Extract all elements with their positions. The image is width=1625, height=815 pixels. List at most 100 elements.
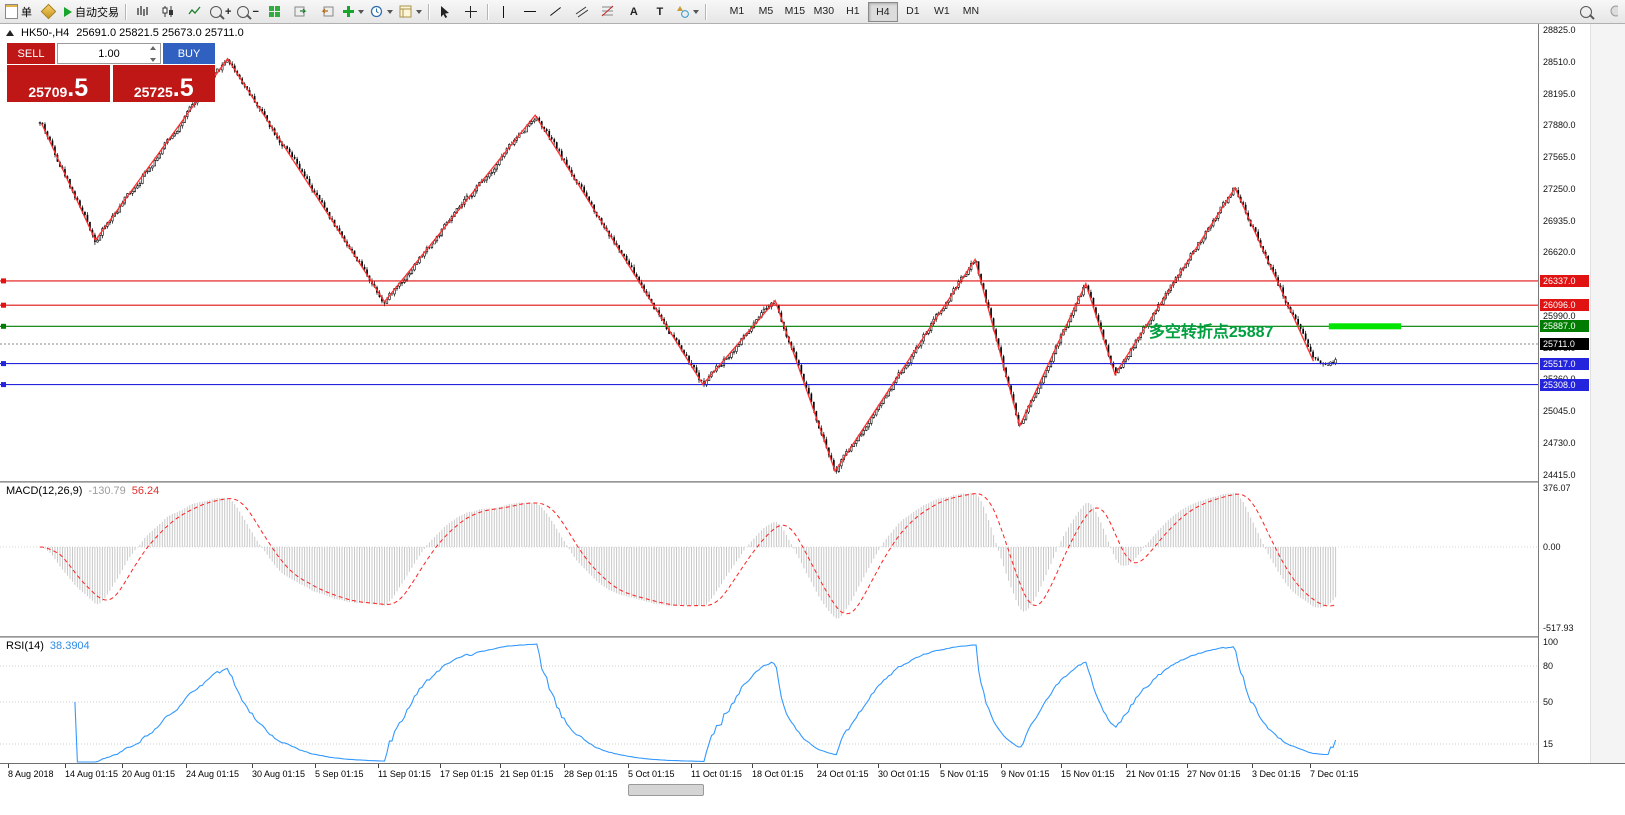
time-axis-label: 27 Nov 01:15: [1187, 769, 1241, 779]
price-chart-canvas[interactable]: 多空转折点25887: [0, 24, 1538, 481]
fibonacci-button[interactable]: [595, 2, 621, 22]
timeframe-mn[interactable]: MN: [962, 4, 980, 17]
shapes-button[interactable]: [673, 2, 702, 22]
toolbar: 单 自动交易 + −: [0, 0, 1625, 24]
time-tick: [252, 764, 253, 768]
line-anchor-handle[interactable]: [1, 302, 6, 308]
line-anchor-handle[interactable]: [1, 361, 6, 367]
vertical-line-button[interactable]: [491, 2, 517, 22]
rsi-canvas[interactable]: [0, 638, 1538, 763]
macd-axis-label: -517.93: [1543, 623, 1574, 633]
horizontal-line-button[interactable]: [517, 2, 543, 22]
templates-button[interactable]: [396, 2, 425, 22]
toolbar-separator: [486, 3, 488, 20]
timeframe-w1[interactable]: W1: [934, 4, 950, 17]
line-anchor-handle[interactable]: [1, 278, 6, 284]
timeframe-m5[interactable]: M5: [758, 4, 774, 17]
price-axis[interactable]: 28825.0 28510.0 28195.0 27880.0 27565.0 27250…: [1538, 24, 1590, 763]
macd-signal-value: 56.24: [131, 485, 160, 497]
timeframe-h1[interactable]: H1: [846, 4, 860, 17]
channel-button[interactable]: [569, 2, 595, 22]
price-chart-pane[interactable]: 多空转折点25887 HK50-,H4 25691.0 25821.5 2567…: [0, 24, 1538, 481]
pane-divider[interactable]: [0, 636, 1625, 638]
chart-shift-button[interactable]: [314, 2, 340, 22]
periods-button[interactable]: [367, 2, 396, 22]
price-line-badge: 25308.0: [1540, 379, 1589, 391]
time-axis-label: 30 Oct 01:15: [878, 769, 930, 779]
volume-spinner[interactable]: [150, 45, 158, 62]
toolbar-separator: [427, 3, 429, 20]
bar-chart-button[interactable]: [129, 2, 155, 22]
chevron-down-icon: [357, 9, 364, 14]
text-tool-button[interactable]: A: [621, 2, 647, 22]
sell-button[interactable]: SELL: [7, 43, 55, 64]
cursor-icon: [441, 6, 450, 18]
cursor-button[interactable]: [432, 2, 458, 22]
metaquotes-button[interactable]: [35, 2, 61, 22]
green-highlight-segment[interactable]: [1328, 323, 1402, 330]
price-tick-label: 27880.0: [1543, 120, 1576, 130]
rsi-line: [74, 643, 1337, 763]
time-tick: [1187, 764, 1188, 768]
time-axis-label: 17 Sep 01:15: [440, 769, 494, 779]
candlestick-chart-button[interactable]: [155, 2, 181, 22]
zoom-in-button[interactable]: +: [207, 2, 234, 22]
rsi-pane[interactable]: RSI(14) 38.3904: [0, 638, 1538, 763]
macd-header: MACD(12,26,9) -130.79 56.24: [6, 485, 159, 497]
time-axis-label: 24 Aug 01:15: [186, 769, 240, 779]
label-tool-icon: T: [656, 5, 664, 18]
zoom-in-icon: [210, 5, 222, 18]
line-anchor-handle[interactable]: [1, 382, 6, 388]
pane-divider[interactable]: [0, 481, 1625, 483]
price-tick-label: 27250.0: [1543, 184, 1576, 194]
one-click-toggle-icon[interactable]: [6, 30, 14, 36]
trendline-button[interactable]: [543, 2, 569, 22]
macd-canvas[interactable]: [0, 483, 1538, 636]
timeframe-h4[interactable]: H4: [867, 1, 898, 22]
label-tool-button[interactable]: T: [647, 2, 673, 22]
macd-pane[interactable]: MACD(12,26,9) -130.79 56.24: [0, 483, 1538, 636]
line-chart-button[interactable]: [181, 2, 207, 22]
candle-wicks: [39, 59, 1336, 474]
new-order-button[interactable]: 单: [2, 2, 35, 22]
rsi-title: RSI(14): [6, 640, 44, 652]
annotation-text[interactable]: 多空转折点25887: [1149, 322, 1274, 341]
volume-value: 1.00: [98, 47, 120, 60]
buy-price-panel[interactable]: 25725 .5: [112, 65, 215, 102]
crosshair-button[interactable]: [458, 2, 484, 22]
timeframe-d1[interactable]: D1: [906, 4, 920, 17]
bottom-strip: [0, 781, 1625, 815]
search-button[interactable]: [1573, 2, 1599, 22]
rsi-value: 38.3904: [49, 640, 90, 652]
zigzag-line[interactable]: [40, 57, 1315, 473]
price-tick-label: 24730.0: [1543, 438, 1576, 448]
spin-up-icon[interactable]: [150, 45, 156, 50]
sell-price-panel[interactable]: 25709 .5: [7, 65, 110, 102]
auto-scroll-button[interactable]: [288, 2, 314, 22]
toolbar-right-group: [1573, 2, 1625, 22]
time-tick: [8, 764, 9, 768]
autotrading-button[interactable]: 自动交易: [61, 2, 122, 22]
time-tick: [878, 764, 879, 768]
time-axis-label: 15 Nov 01:15: [1061, 769, 1115, 779]
sell-price-main: 25709: [28, 84, 68, 100]
time-tick: [817, 764, 818, 768]
auto-scroll-icon: [294, 6, 307, 17]
time-tick: [186, 764, 187, 768]
tile-windows-button[interactable]: [262, 2, 288, 22]
timeframe-m30[interactable]: M30: [813, 4, 835, 17]
volume-stepper[interactable]: 1.00: [57, 43, 161, 64]
spin-down-icon[interactable]: [150, 57, 156, 62]
horizontal-scrollbar-thumb[interactable]: [628, 784, 704, 796]
indicators-button[interactable]: [340, 2, 367, 22]
time-axis-label: 14 Aug 01:15: [65, 769, 119, 779]
timeframe-m15[interactable]: M15: [784, 4, 806, 17]
partial-button[interactable]: [1599, 2, 1625, 22]
time-axis-label: 7 Dec 01:15: [1310, 769, 1359, 779]
time-axis-label: 3 Dec 01:15: [1252, 769, 1301, 779]
buy-button[interactable]: BUY: [163, 43, 215, 64]
zoom-out-button[interactable]: −: [234, 2, 261, 22]
time-axis[interactable]: 8 Aug 2018 14 Aug 01:15 20 Aug 01:15 24 Aug…: [0, 763, 1625, 781]
line-anchor-handle[interactable]: [1, 323, 6, 329]
timeframe-m1[interactable]: M1: [729, 4, 745, 17]
